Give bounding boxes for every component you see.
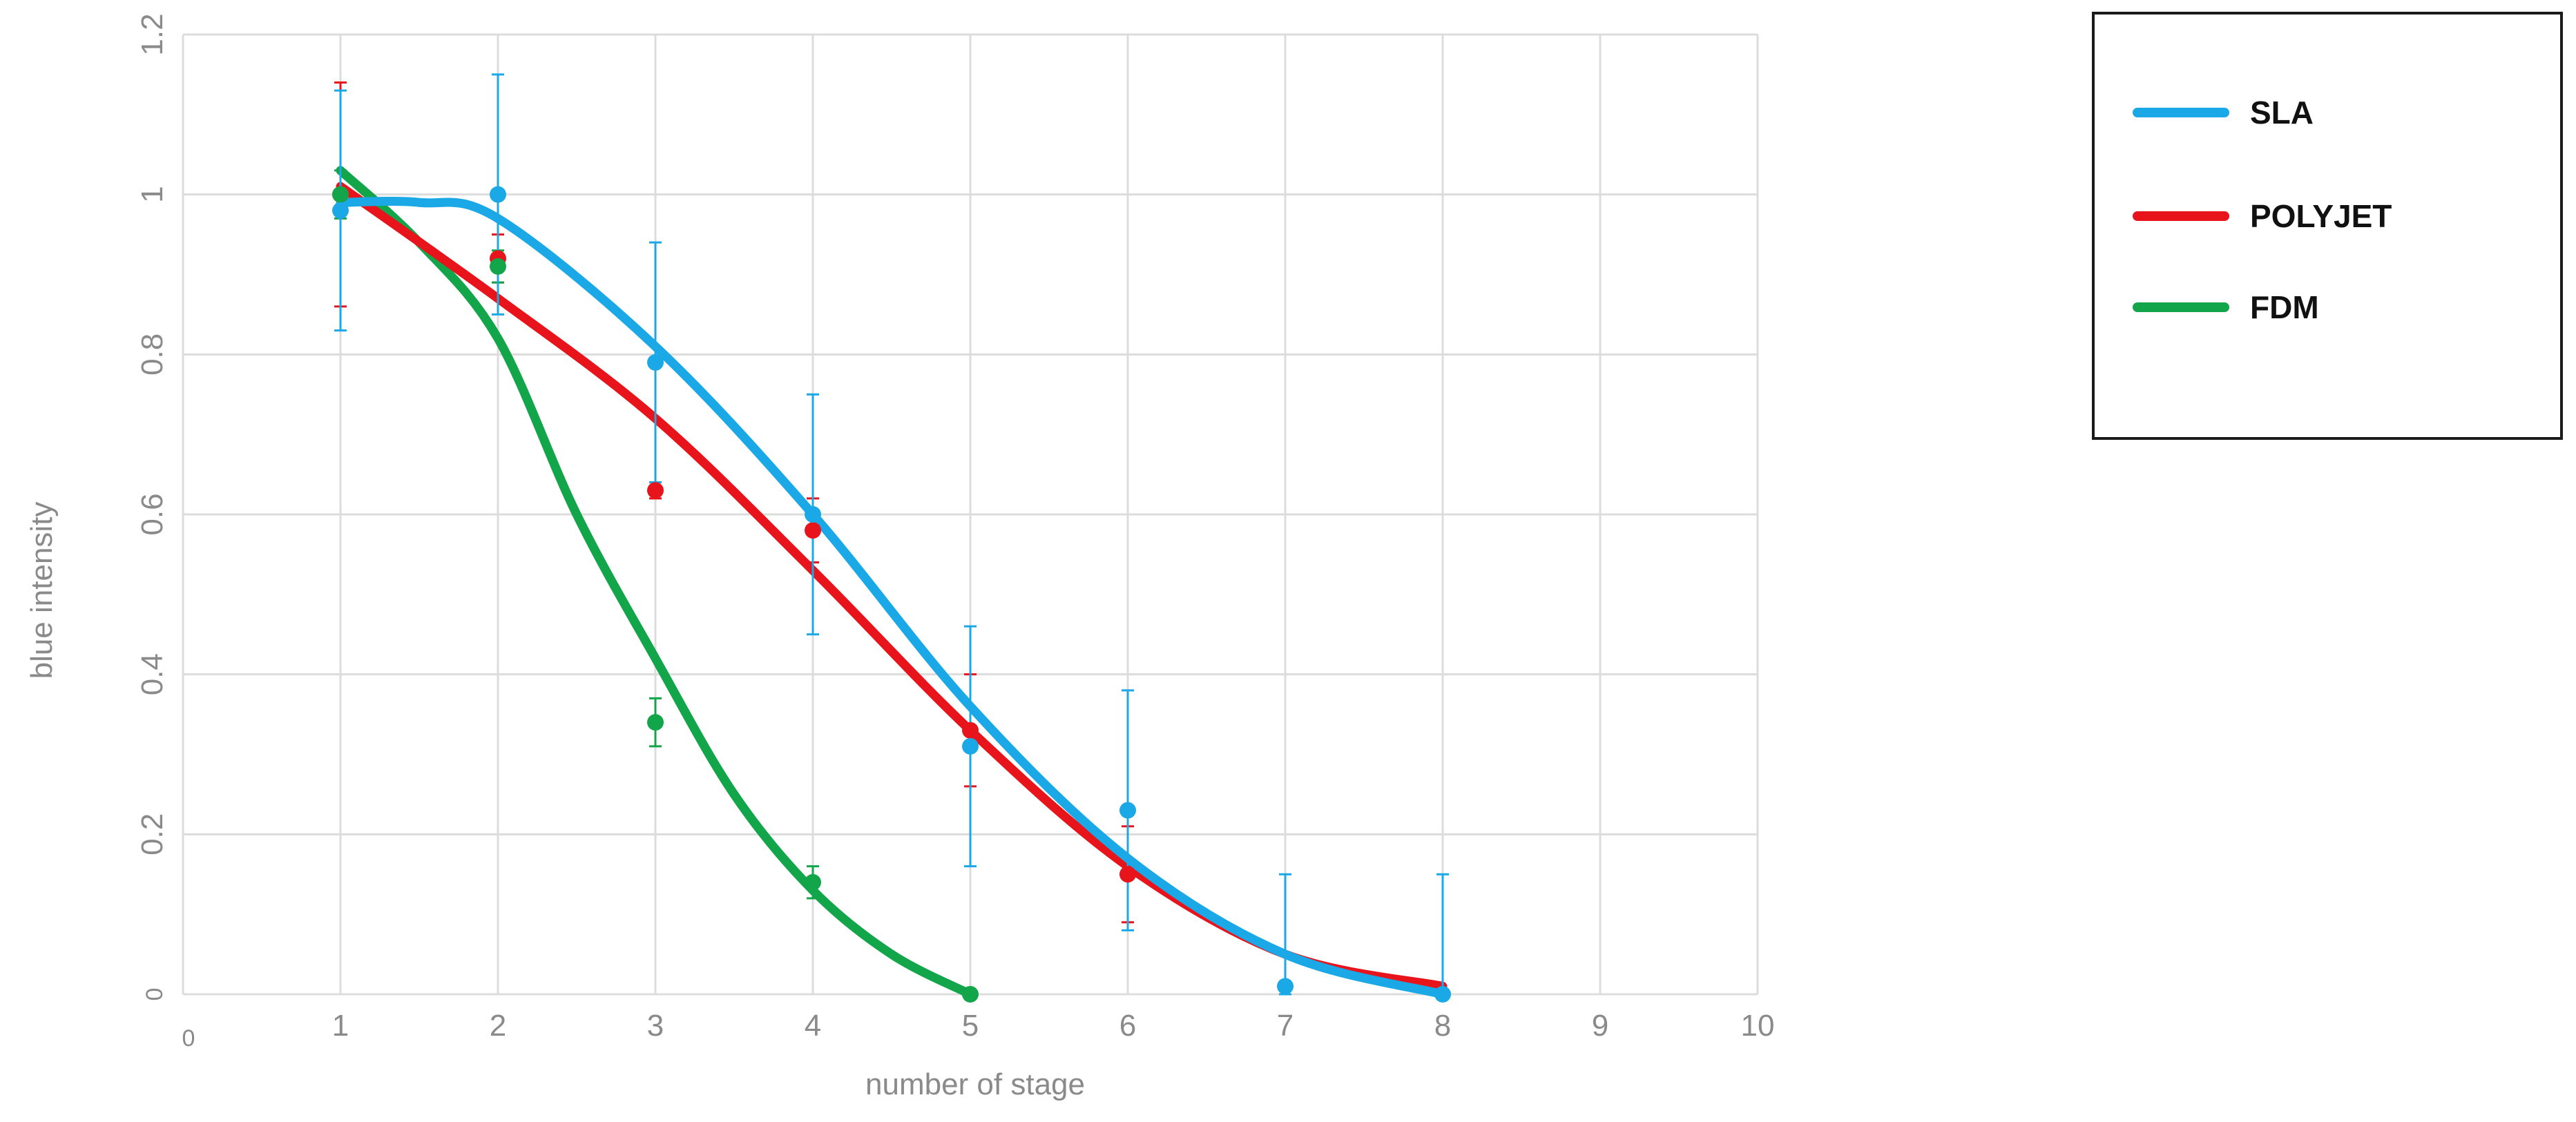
x-tick-label-1: 1 — [332, 1009, 349, 1043]
fit-curve-fdm — [336, 166, 975, 999]
x-tick-label-8: 8 — [1434, 1009, 1451, 1043]
legend-item-polyjet: POLYJET — [2133, 195, 2392, 237]
x-tick-label-10: 10 — [1741, 1009, 1775, 1043]
legend-item-sla: SLA — [2133, 92, 2314, 133]
y-tick-label-1: 1 — [135, 186, 169, 202]
x-tick-label-9: 9 — [1592, 1009, 1608, 1043]
y-tick-label-1.2: 1.2 — [135, 13, 169, 55]
y-tick-label-0.4: 0.4 — [135, 653, 169, 695]
point-fdm-4 — [805, 873, 821, 891]
data-points — [332, 186, 1451, 1003]
point-fdm-5 — [962, 986, 979, 1003]
point-sla-5 — [962, 737, 979, 755]
x-tick-label-5: 5 — [962, 1009, 979, 1043]
legend-swatch-polyjet — [2133, 211, 2229, 221]
point-fdm-3 — [647, 714, 664, 731]
point-sla-1 — [332, 202, 349, 219]
x-tick-label-0: 0 — [182, 1025, 195, 1052]
x-axis-ticks: 0 1 2 3 4 5 6 7 8 9 10 — [182, 1009, 1775, 1052]
x-tick-label-6: 6 — [1119, 1009, 1136, 1043]
point-polyjet-4 — [805, 522, 821, 539]
point-fdm-1 — [332, 186, 349, 203]
legend-swatch-sla — [2133, 108, 2229, 117]
x-tick-label-7: 7 — [1277, 1009, 1294, 1043]
x-tick-label-3: 3 — [647, 1009, 664, 1043]
point-sla-7 — [1277, 978, 1294, 995]
legend-label-fdm: FDM — [2250, 289, 2319, 325]
point-sla-2 — [490, 186, 506, 203]
point-sla-3 — [647, 354, 664, 371]
legend-label-polyjet: POLYJET — [2250, 198, 2392, 234]
legend-label-sla: SLA — [2250, 95, 2314, 130]
legend: SLA POLYJET FDM — [2092, 12, 2563, 440]
y-tick-label-0: 0 — [142, 988, 168, 1001]
point-polyjet-6 — [1119, 866, 1136, 883]
y-axis-title: blue intensity — [25, 502, 59, 679]
legend-swatch-fdm — [2133, 302, 2229, 312]
y-tick-label-0.2: 0.2 — [135, 813, 169, 855]
chart: 0 1 2 3 4 5 6 7 8 9 10 0 0.2 0.4 0.6 0.8 1 1.2 number of… — [25, 13, 1775, 1101]
legend-item-fdm: FDM — [2133, 287, 2319, 328]
point-sla-4 — [805, 506, 821, 523]
point-polyjet-3 — [647, 482, 664, 499]
x-axis-title: number of stage — [865, 1067, 1085, 1101]
fit-curve-sla — [336, 197, 1448, 999]
y-tick-label-0.8: 0.8 — [135, 333, 169, 376]
error-bars — [334, 73, 1449, 996]
point-sla-8 — [1434, 986, 1451, 1003]
x-tick-label-4: 4 — [805, 1009, 821, 1043]
point-sla-6 — [1119, 802, 1136, 819]
y-tick-label-0.6: 0.6 — [135, 493, 169, 535]
point-polyjet-5 — [962, 722, 979, 739]
x-tick-label-2: 2 — [490, 1009, 506, 1043]
fit-curve-polyjet — [336, 182, 1448, 991]
fit-curves — [336, 166, 1448, 999]
y-axis-ticks: 0 0.2 0.4 0.6 0.8 1 1.2 — [135, 13, 169, 1000]
point-fdm-2 — [490, 258, 506, 275]
